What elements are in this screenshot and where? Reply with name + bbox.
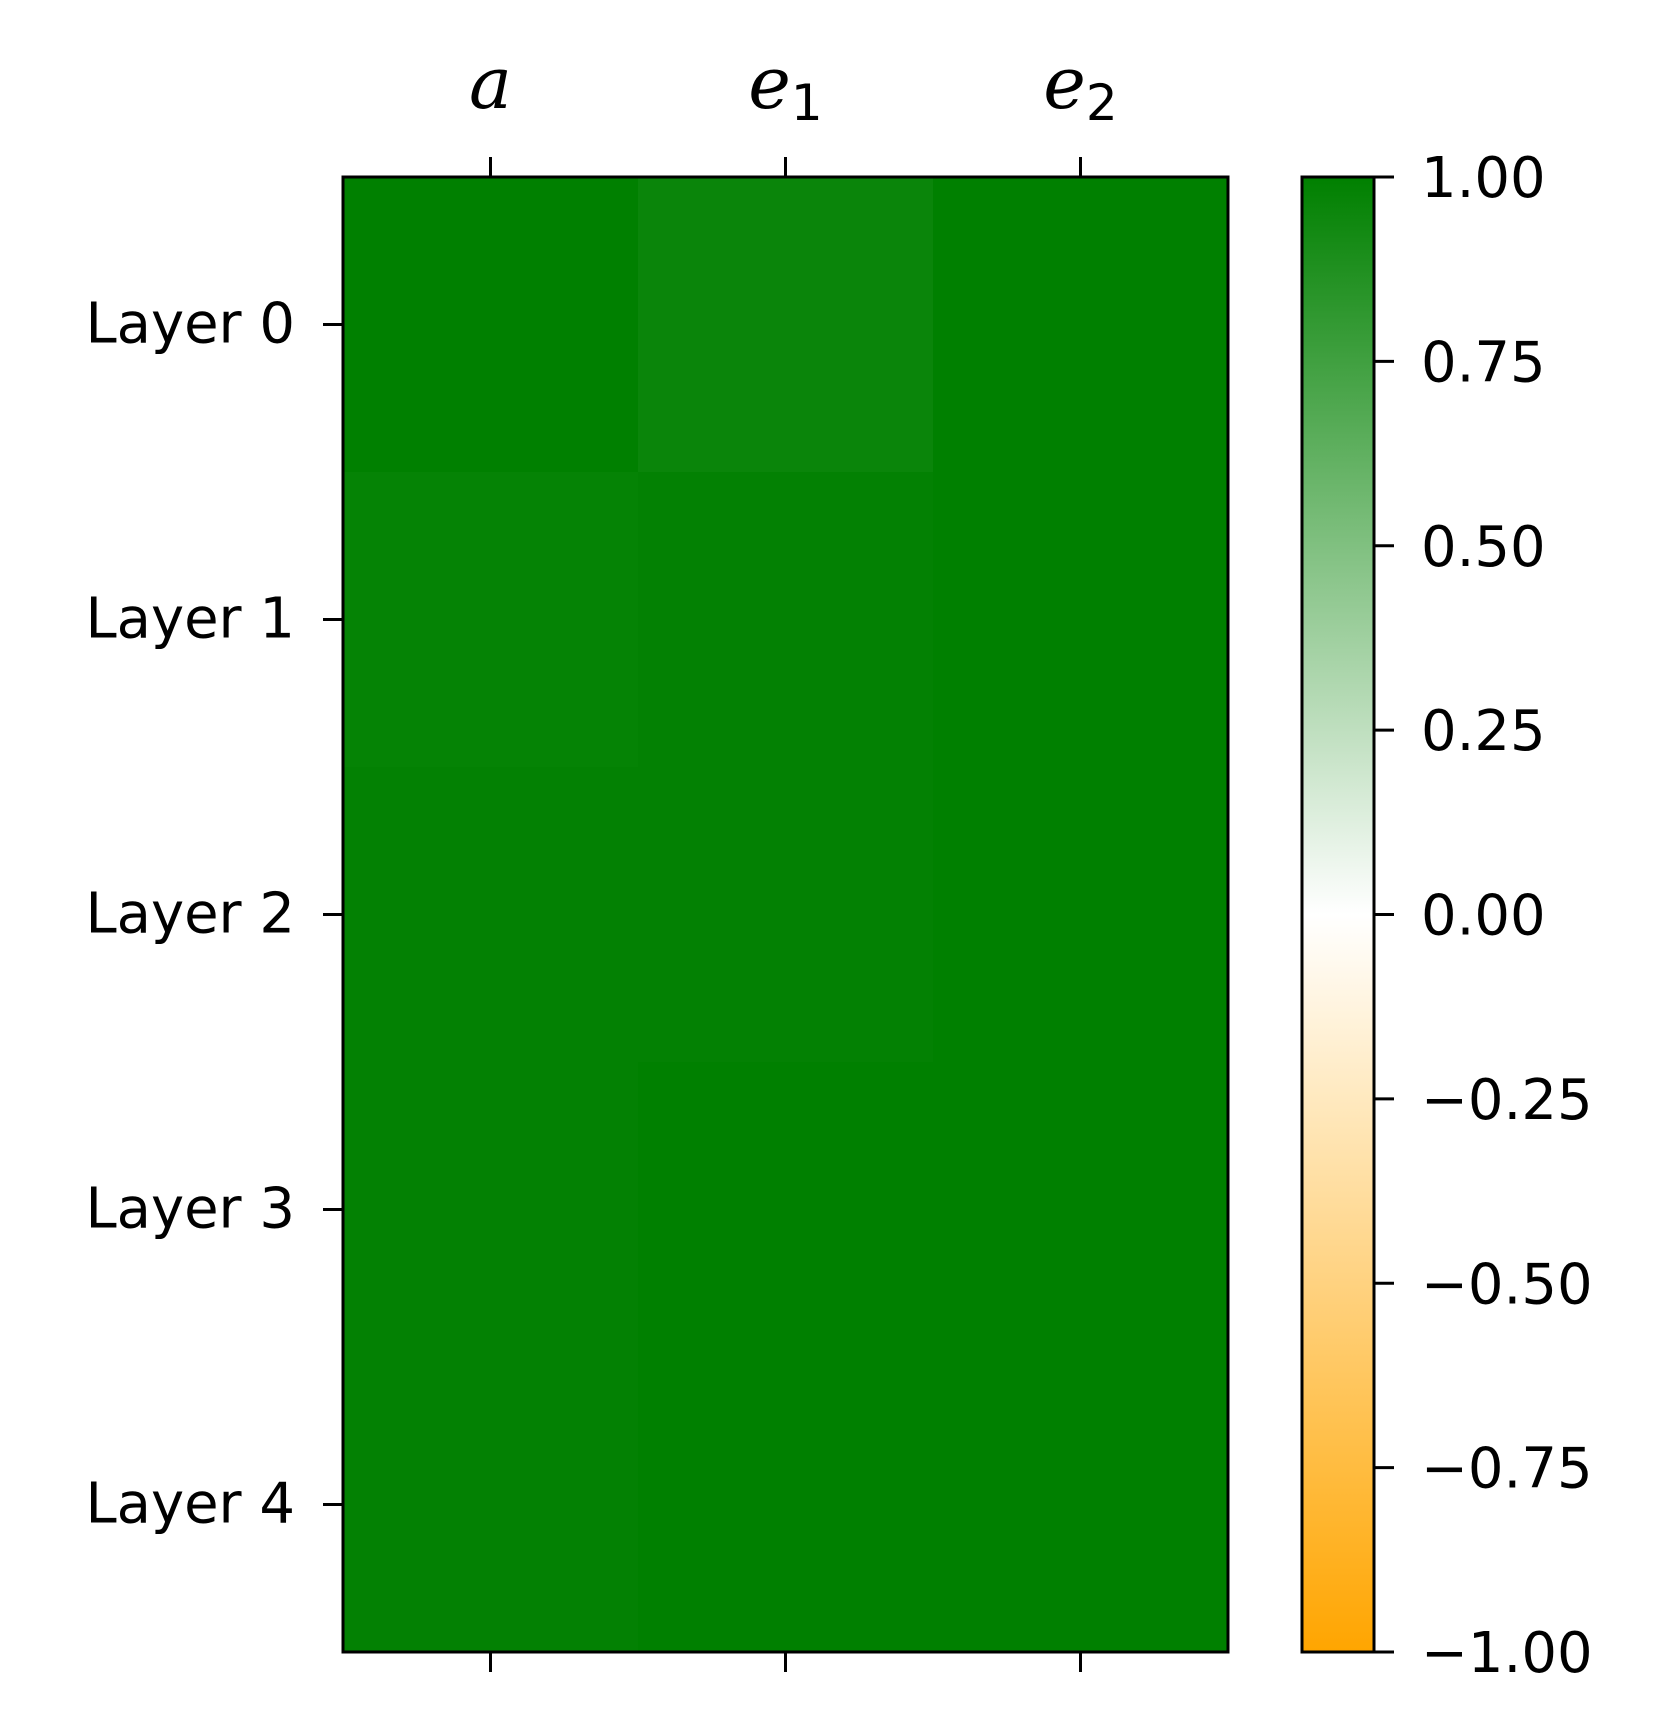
column-label-base: a: [469, 41, 512, 125]
heatmap-cell: [343, 472, 639, 768]
row-label: Layer 4: [85, 1472, 295, 1537]
colorbar-ticks: 1.00 0.75 0.50 0.25 0.00 −0.25 −0.50 −0.75 −1.00: [1374, 146, 1593, 1686]
heatmap-cell: [638, 1357, 934, 1653]
colorbar-tick-label: 0.25: [1421, 699, 1546, 764]
row-label: Layer 3: [85, 1177, 295, 1242]
row-label: Layer 1: [85, 587, 295, 652]
colorbar-tick-label: 0.75: [1421, 330, 1546, 395]
heatmap-cells: [343, 177, 1229, 1653]
heatmap-cell: [343, 1357, 639, 1653]
heatmap-cell: [638, 1062, 934, 1358]
heatmap-cell: [343, 177, 639, 473]
colorbar-tick-label: 0.50: [1421, 515, 1546, 580]
column-label: a: [469, 41, 512, 125]
colorbar-tick-label: −0.50: [1421, 1252, 1593, 1317]
row-label: Layer 0: [85, 292, 295, 357]
column-label-subscript: 2: [1086, 74, 1118, 132]
heatmap-cell: [638, 472, 934, 768]
colorbar: [1300, 175, 1376, 1654]
heatmap-cell: [933, 1062, 1229, 1358]
colorbar-tick-label: 1.00: [1421, 146, 1546, 211]
column-label: e2: [1043, 41, 1117, 132]
colorbar-tick-label: 0.00: [1421, 884, 1546, 949]
column-label-subscript: 1: [791, 74, 823, 132]
row-ticks: Layer 0 Layer 1 Layer 2 Layer 3 Layer 4: [85, 292, 343, 1537]
heatmap-cell: [933, 767, 1229, 1063]
heatmap-cell: [638, 177, 934, 473]
heatmap-cell: [933, 1357, 1229, 1653]
heatmap-cell: [343, 767, 639, 1063]
colorbar-tick-label: −0.25: [1421, 1068, 1593, 1133]
colorbar-tick-label: −1.00: [1421, 1621, 1593, 1686]
colorbar-tick-label: −0.75: [1421, 1437, 1593, 1502]
row-label: Layer 2: [85, 882, 295, 947]
heatmap-cell: [933, 177, 1229, 473]
heatmap-cell: [933, 472, 1229, 768]
column-label-base: e: [1043, 41, 1086, 125]
column-ticks: a e1 e2: [469, 41, 1118, 1672]
column-label-base: e: [748, 41, 791, 125]
heatmap-cell: [343, 1062, 639, 1358]
heatmap-cell: [638, 767, 934, 1063]
column-label: e1: [748, 41, 822, 132]
